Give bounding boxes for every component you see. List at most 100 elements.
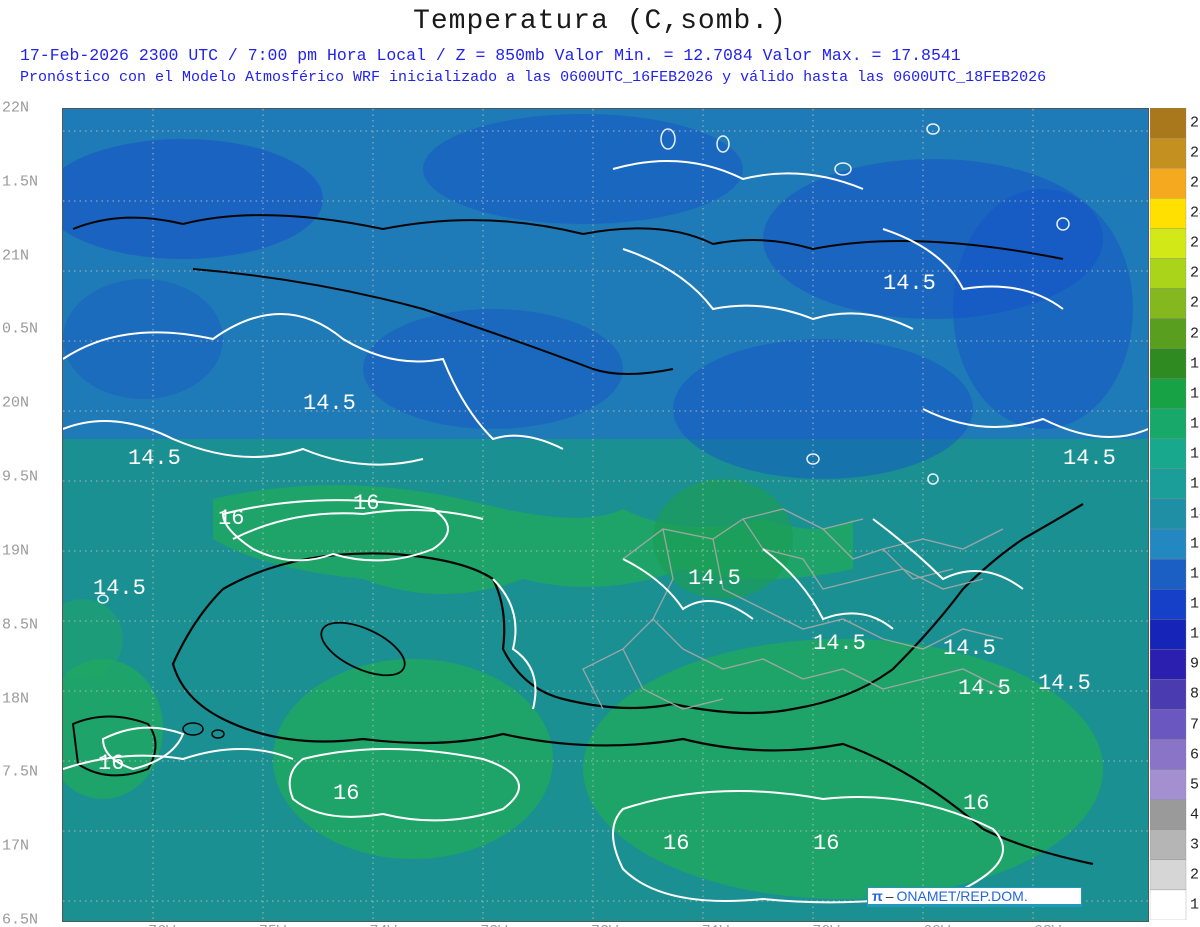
svg-text:14.5: 14.5 [303,391,356,416]
colorbar-label-21: 21 [1190,295,1200,312]
colorbar-cell-19[interactable] [1150,349,1186,379]
map-plot-area[interactable]: 14.5 14.5 14.5 14.5 14.5 14.5 14.5 14.5 … [62,108,1149,922]
colorbar-cell-26[interactable] [1150,138,1186,168]
colorbar-cell-17[interactable] [1150,409,1186,439]
colorbar-label-20: 20 [1190,325,1200,342]
colorbar-label-10: 10 [1190,626,1200,643]
colorbar-label-7: 7 [1190,716,1199,733]
y-tick-label: 21N [2,247,29,264]
colorbar-label-5: 5 [1190,776,1199,793]
svg-text:14.5: 14.5 [688,566,741,591]
colorbar-cell-14[interactable] [1150,499,1186,529]
colorbar-cell-20[interactable] [1150,319,1186,349]
colorbar-cell-12[interactable] [1150,559,1186,589]
colorbar-label-24: 24 [1190,205,1200,222]
colorbar-label-12: 12 [1190,566,1200,583]
y-tick-label: 19N [2,542,29,559]
colorbar-label-2: 2 [1190,866,1199,883]
svg-text:14.5: 14.5 [93,576,146,601]
colorbar-label-26: 26 [1190,145,1200,162]
colorbar-cell-2[interactable] [1150,860,1186,890]
colorbar-label-17: 17 [1190,415,1200,432]
colorbar-cell-25[interactable] [1150,168,1186,198]
colorbar-cell-15[interactable] [1150,469,1186,499]
colorbar-label-1: 1 [1190,896,1199,913]
y-tick-label: 22N [2,100,29,117]
colorbar-cell-8[interactable] [1150,679,1186,709]
svg-text:14.5: 14.5 [1063,446,1116,471]
colorbar-cell-18[interactable] [1150,379,1186,409]
attribution-box[interactable]: π – ONAMET/REP.DOM. [867,887,1082,907]
svg-text:14.5: 14.5 [883,271,936,296]
x-tick-label: 74W [370,923,397,927]
colorbar-cell-4[interactable] [1150,800,1186,830]
x-tick-label: 68W [1034,923,1061,927]
colorbar-label-19: 19 [1190,355,1200,372]
svg-text:14.5: 14.5 [128,446,181,471]
colorbar-label-13: 13 [1190,536,1200,553]
colorbar-label-6: 6 [1190,746,1199,763]
map-svg: 14.5 14.5 14.5 14.5 14.5 14.5 14.5 14.5 … [63,109,1148,921]
x-tick-label: 71W [702,923,729,927]
colorbar-cell-5[interactable] [1150,770,1186,800]
svg-text:16: 16 [813,831,839,856]
colorbar-cell-7[interactable] [1150,709,1186,739]
colorbar-label-25: 25 [1190,175,1200,192]
svg-text:16: 16 [663,831,689,856]
colorbar-label-3: 3 [1190,836,1199,853]
y-tick-label: 20N [2,395,29,412]
colorbar-cell-24[interactable] [1150,198,1186,228]
svg-text:16: 16 [218,506,244,531]
colorbar-label-4: 4 [1190,806,1199,823]
colorbar-cell-3[interactable] [1150,830,1186,860]
colorbar-cell-13[interactable] [1150,529,1186,559]
colorbar-label-22: 22 [1190,265,1200,282]
x-tick-label: 76W [148,923,175,927]
y-tick-label: 1.5N [2,173,38,190]
svg-text:16: 16 [963,791,989,816]
y-tick-label: 0.5N [2,321,38,338]
colorbar-label-27: 27 [1190,115,1200,132]
x-tick-label: 70W [812,923,839,927]
svg-text:16: 16 [333,781,359,806]
colorbar-cell-9[interactable] [1150,649,1186,679]
colorbar-label-11: 11 [1190,596,1200,613]
colorbar-label-8: 8 [1190,686,1199,703]
colorbar-label-9: 9 [1190,656,1199,673]
svg-text:14.5: 14.5 [813,631,866,656]
colorbar-cell-22[interactable] [1150,258,1186,288]
colorbar-cell-1[interactable] [1150,890,1186,920]
y-tick-label: 6.5N [2,912,38,927]
y-tick-label: 8.5N [2,616,38,633]
svg-text:14.5: 14.5 [943,636,996,661]
colorbar-cell-6[interactable] [1150,740,1186,770]
svg-text:14.5: 14.5 [1038,671,1091,696]
colorbar-cell-10[interactable] [1150,619,1186,649]
colorbar-cell-23[interactable] [1150,228,1186,258]
svg-text:14.5: 14.5 [958,676,1011,701]
x-tick-label: 69W [923,923,950,927]
dash-separator: – [886,888,894,904]
colorbar-label-18: 18 [1190,385,1200,402]
colorbar-cell-16[interactable] [1150,439,1186,469]
colorbar-legend[interactable]: 2726252423222120191817161514131211109876… [1150,108,1186,920]
pi-icon: π [872,888,883,904]
colorbar-cell-27[interactable] [1150,108,1186,138]
y-tick-label: 7.5N [2,764,38,781]
colorbar-cell-21[interactable] [1150,288,1186,318]
colorbar-label-16: 16 [1190,445,1200,462]
svg-text:16: 16 [353,491,379,516]
y-tick-label: 9.5N [2,469,38,486]
y-tick-label: 17N [2,838,29,855]
colorbar-label-14: 14 [1190,506,1200,523]
colorbar-cell-11[interactable] [1150,589,1186,619]
svg-text:16: 16 [98,751,124,776]
x-tick-label: 75W [259,923,286,927]
colorbar-svg [1150,108,1190,920]
colorbar-label-23: 23 [1190,235,1200,252]
subtitle-line1: 17-Feb-2026 2300 UTC / 7:00 pm Hora Loca… [20,46,961,65]
y-tick-label: 18N [2,690,29,707]
chart-title: Temperatura (C,somb.) [0,6,1200,37]
x-tick-label: 73W [480,923,507,927]
subtitle-line2: Pronóstico con el Modelo Atmosférico WRF… [20,69,1046,86]
